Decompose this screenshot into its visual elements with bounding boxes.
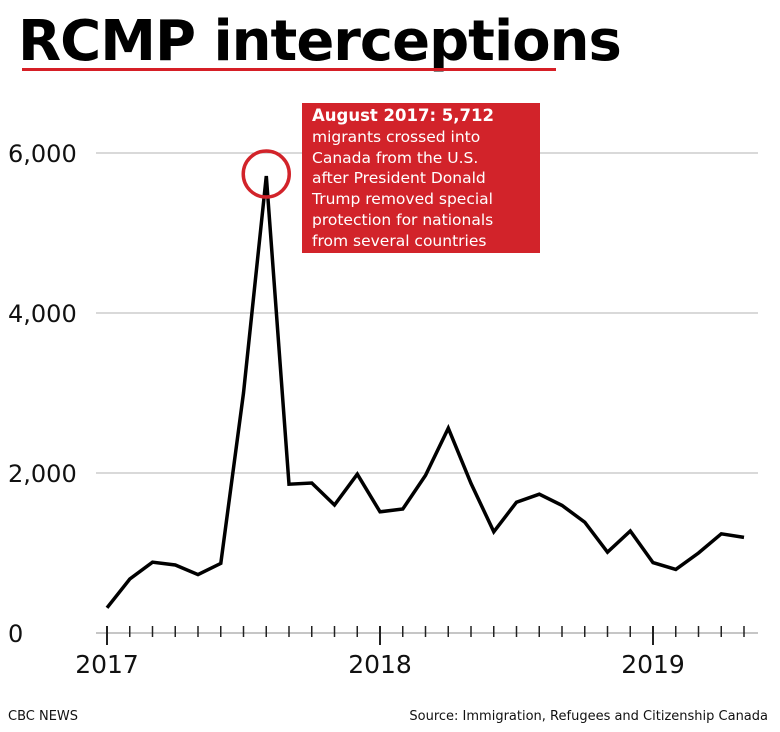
x-tick-label: 2019 — [621, 650, 685, 679]
y-tick-label: 4,000 — [8, 300, 77, 328]
peak-highlight-circle — [241, 149, 291, 199]
peak-annotation: August 2017: 5,712 migrants crossed into… — [302, 103, 540, 253]
annotation-line: Trump removed special — [312, 190, 493, 209]
y-axis-tick-labels: 0 2,000 4,000 6,000 — [8, 140, 77, 648]
annotation-headline: August 2017: 5,712 — [312, 106, 494, 125]
annotation-line: Canada from the U.S. — [312, 148, 479, 167]
chart-title: RCMP interceptions — [18, 9, 622, 74]
series-line — [105, 175, 745, 609]
annotation-line: from several countries — [312, 231, 487, 250]
x-tick-label: 2017 — [75, 650, 139, 679]
y-tick-label: 6,000 — [8, 140, 77, 168]
x-axis-tick-labels: 2017 2018 2019 — [75, 650, 685, 679]
annotation-line: protection for nationals — [312, 210, 494, 229]
title-underline — [22, 68, 556, 71]
annotation-line: migrants crossed into — [312, 127, 481, 146]
y-tick-label: 2,000 — [8, 460, 77, 488]
x-axis-ticks — [106, 626, 745, 645]
annotation-line: after President Donald — [312, 169, 486, 188]
x-tick-label: 2018 — [348, 650, 412, 679]
news-credit: CBC NEWS — [8, 709, 79, 724]
y-tick-label: 0 — [8, 620, 23, 648]
source-note: Source: Immigration, Refugees and Citize… — [409, 709, 768, 724]
